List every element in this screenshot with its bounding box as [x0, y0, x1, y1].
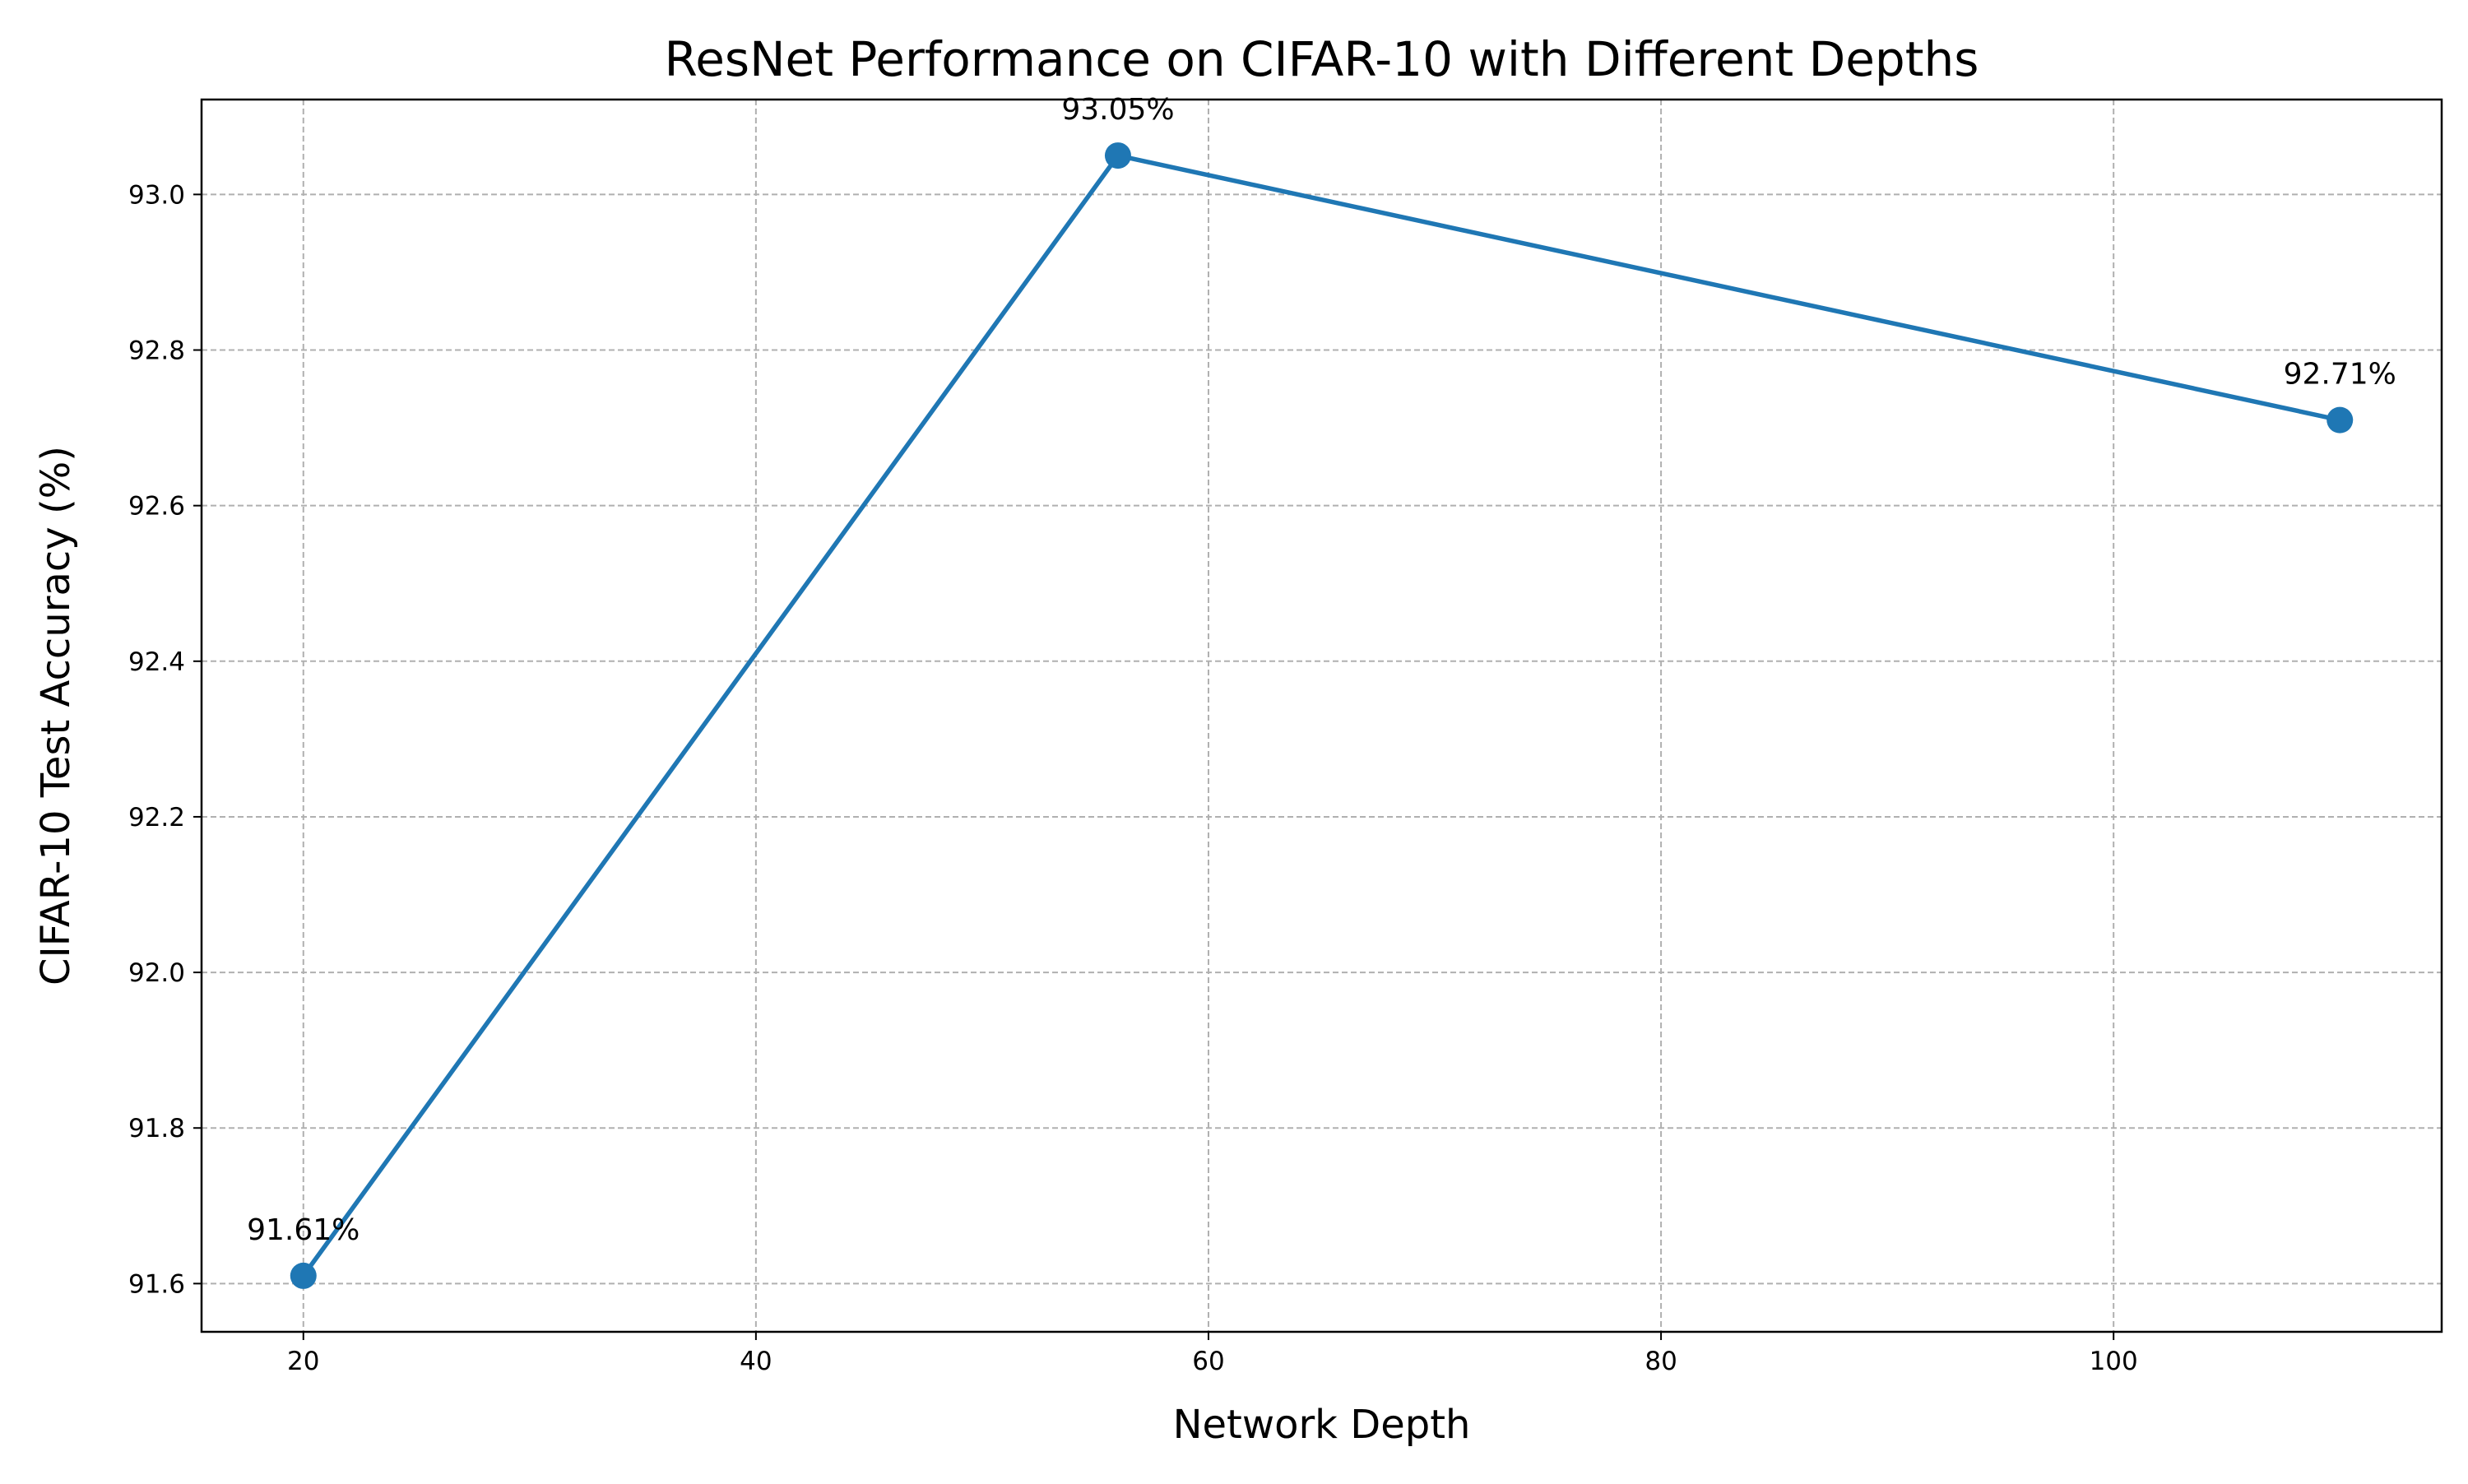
- x-tick-label: 60: [1192, 1347, 1224, 1376]
- data-point-marker: [2327, 406, 2354, 434]
- data-labels: 91.61% 93.05% 92.71%: [247, 93, 2396, 1247]
- x-tick-label: 40: [740, 1347, 772, 1376]
- y-axis-label: CIFAR-10 Test Accuracy (%): [33, 446, 79, 985]
- y-tick-label: 91.6: [128, 1269, 185, 1299]
- data-label: 91.61%: [247, 1213, 360, 1247]
- y-tick-label: 92.8: [128, 336, 185, 366]
- plot-frame: [200, 98, 2443, 1333]
- x-tick-label: 80: [1645, 1347, 1677, 1376]
- x-axis-label: Network Depth: [1173, 1402, 1471, 1448]
- chart-title: ResNet Performance on CIFAR-10 with Diff…: [665, 31, 1979, 87]
- y-tick-label: 92.4: [128, 647, 185, 677]
- y-tick-label: 92.0: [128, 958, 185, 988]
- y-tick-label: 92.6: [128, 492, 185, 522]
- data-point-marker: [290, 1262, 317, 1289]
- series-group: [290, 142, 2354, 1289]
- x-tick-label: 20: [287, 1347, 319, 1376]
- data-label: 92.71%: [2284, 358, 2396, 392]
- y-tick-label: 92.2: [128, 803, 185, 832]
- x-tick-label: 100: [2090, 1347, 2138, 1376]
- data-point-marker: [1104, 142, 1131, 169]
- y-tick-label: 93.0: [128, 180, 185, 210]
- y-tick-label: 91.8: [128, 1114, 185, 1143]
- grid: [202, 100, 2442, 1332]
- data-label: 93.05%: [1061, 93, 1174, 127]
- axis-ticks: 20 40 60 80 100 91.6 91.8 92.0 92.2 92.4 92.6 92.8 9…: [128, 180, 2138, 1376]
